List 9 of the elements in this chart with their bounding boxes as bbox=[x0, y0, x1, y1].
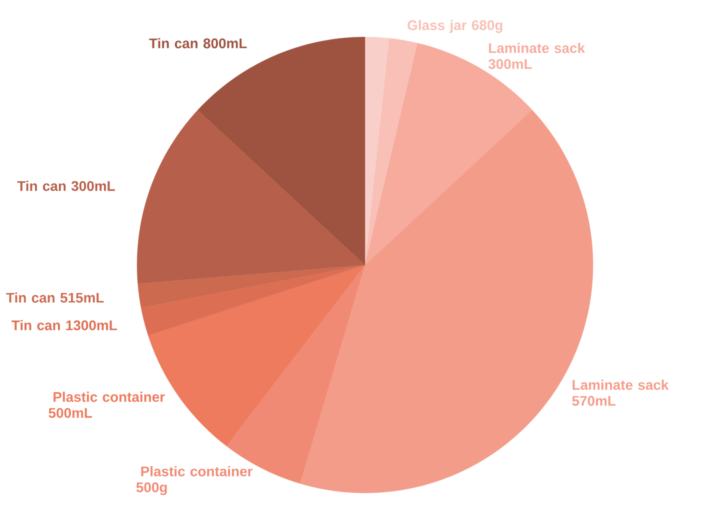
slice-label: Plastic container 500mL bbox=[48, 392, 165, 418]
slice-label: Tin can 300mL bbox=[17, 180, 115, 192]
slice-label: Tin can 515mL bbox=[6, 292, 104, 303]
slice-label: Tin can 800mL bbox=[149, 38, 247, 48]
slice-label: Plastic container 500g bbox=[136, 466, 253, 496]
slice-label: Laminate sack 300mL bbox=[488, 42, 586, 70]
slice-label: Tin can 1300mL bbox=[12, 320, 117, 330]
slice-label: Laminate sack 570mL bbox=[572, 380, 669, 406]
slice-label: Glass jar 680g bbox=[408, 20, 502, 33]
